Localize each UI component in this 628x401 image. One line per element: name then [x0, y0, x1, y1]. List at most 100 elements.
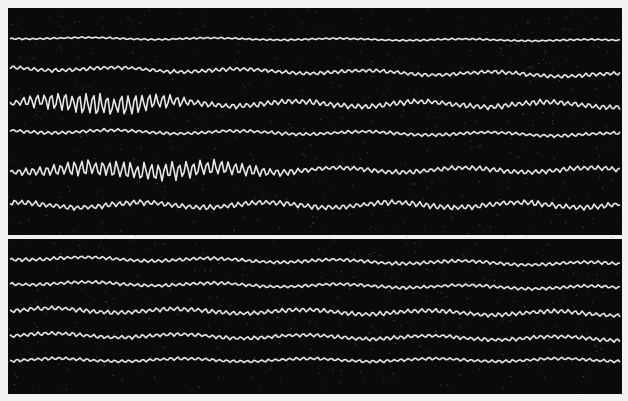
- grain: [337, 56, 339, 58]
- grain: [446, 296, 448, 298]
- grain: [585, 380, 587, 382]
- grain: [562, 28, 564, 30]
- grain: [568, 198, 570, 200]
- grain: [178, 329, 180, 331]
- grain: [339, 322, 341, 324]
- grain: [509, 44, 511, 46]
- grain: [295, 305, 297, 307]
- grain: [469, 309, 471, 311]
- grain: [388, 109, 390, 111]
- grain: [409, 325, 411, 327]
- grain: [510, 375, 512, 377]
- grain: [134, 234, 136, 236]
- grain: [30, 60, 32, 62]
- grain: [616, 272, 618, 274]
- grain: [446, 183, 448, 185]
- grain: [463, 257, 465, 259]
- grain: [479, 267, 481, 269]
- grain: [371, 121, 373, 123]
- grain: [211, 212, 213, 214]
- grain: [132, 309, 134, 311]
- grain: [202, 184, 204, 186]
- grain: [59, 197, 61, 199]
- grain: [236, 62, 238, 64]
- grain: [351, 276, 353, 278]
- grain: [163, 198, 165, 200]
- grain: [502, 354, 504, 356]
- grain: [15, 160, 17, 162]
- grain: [522, 143, 524, 145]
- grain: [583, 375, 585, 377]
- grain: [420, 244, 422, 246]
- grain: [28, 219, 30, 221]
- grain: [98, 246, 100, 248]
- grain: [370, 60, 372, 62]
- grain: [130, 113, 132, 115]
- grain: [580, 319, 582, 321]
- grain: [499, 348, 501, 350]
- grain: [509, 152, 511, 154]
- grain: [65, 388, 67, 390]
- grain: [525, 235, 527, 237]
- grain: [150, 356, 152, 358]
- grain: [53, 242, 55, 244]
- grain: [303, 27, 305, 29]
- grain: [591, 35, 593, 37]
- grain: [586, 333, 588, 335]
- grain: [410, 338, 412, 340]
- grain: [89, 85, 91, 87]
- grain: [196, 157, 198, 159]
- grain: [35, 114, 37, 116]
- grain: [194, 270, 196, 272]
- grain: [281, 129, 283, 131]
- grain: [609, 85, 611, 87]
- grain: [82, 33, 84, 35]
- grain: [178, 12, 180, 14]
- grain: [254, 356, 256, 358]
- grain: [588, 374, 590, 376]
- grain: [395, 342, 397, 344]
- grain: [561, 185, 563, 187]
- grain: [575, 294, 577, 296]
- grain: [163, 346, 165, 348]
- grain: [550, 256, 552, 258]
- grain: [75, 322, 77, 324]
- grain: [582, 128, 584, 130]
- grain: [121, 200, 123, 202]
- grain: [223, 284, 225, 286]
- grain: [20, 358, 22, 360]
- grain: [549, 349, 551, 351]
- grain: [261, 43, 263, 45]
- grain: [136, 288, 138, 290]
- grain: [138, 180, 140, 182]
- grain: [269, 81, 271, 83]
- grain: [260, 198, 262, 200]
- grain: [547, 244, 549, 246]
- grain: [69, 190, 71, 192]
- grain: [210, 270, 212, 272]
- grain: [586, 193, 588, 195]
- grain: [8, 196, 10, 198]
- grain: [582, 273, 584, 275]
- grain: [353, 363, 355, 365]
- grain: [382, 317, 384, 319]
- grain: [137, 285, 139, 287]
- grain: [313, 26, 315, 28]
- grain: [497, 300, 499, 302]
- grain: [393, 320, 395, 322]
- grain: [236, 151, 238, 153]
- grain: [437, 234, 439, 236]
- grain: [561, 296, 563, 298]
- grain: [477, 37, 479, 39]
- grain: [94, 158, 96, 160]
- grain: [539, 211, 541, 213]
- grain: [605, 126, 607, 128]
- grain: [536, 151, 538, 153]
- grain: [203, 25, 205, 27]
- grain: [105, 317, 107, 319]
- grain: [53, 88, 55, 90]
- grain: [490, 226, 492, 228]
- grain: [266, 266, 268, 268]
- grain: [552, 123, 554, 125]
- grain: [573, 306, 575, 308]
